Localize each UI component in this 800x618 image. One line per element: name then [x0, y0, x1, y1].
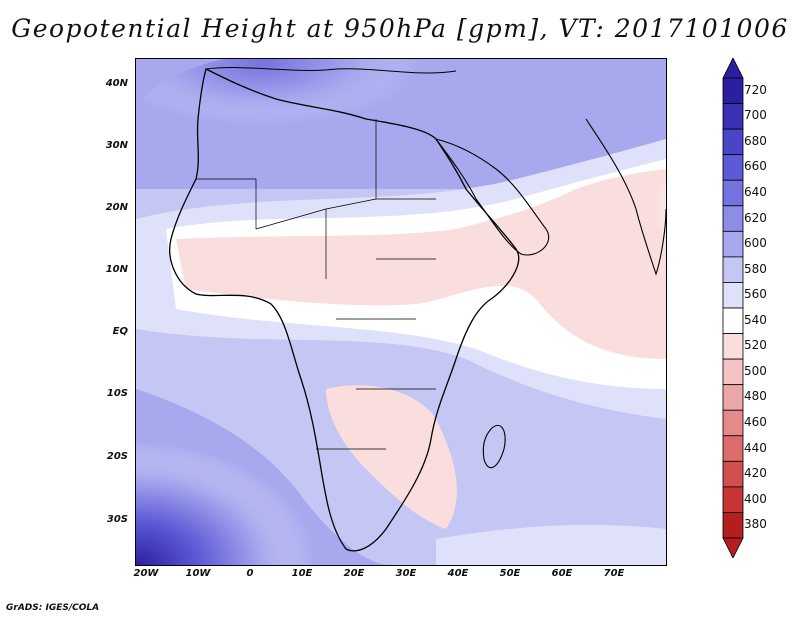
lon-label-20e: 20E	[343, 568, 365, 579]
colorbar	[722, 58, 744, 558]
lon-label-20w: 20W	[133, 568, 159, 579]
colorbar-swatch	[722, 230, 744, 258]
colorbar-top-cap	[722, 58, 744, 79]
colorbar-level-label: 540	[744, 312, 767, 327]
colorbar-swatch	[722, 486, 744, 513]
colorbar-level-label: 700	[744, 108, 767, 123]
lon-label-30e: 30E	[395, 568, 417, 579]
height-field-map	[136, 59, 666, 565]
lat-label-10s: 10S	[106, 388, 128, 399]
colorbar-swatch	[722, 358, 744, 386]
colorbar-level-label: 400	[744, 491, 767, 506]
colorbar-level-label: 440	[744, 440, 767, 455]
colorbar-swatch	[722, 307, 744, 334]
colorbar-level-label: 520	[744, 338, 767, 353]
colorbar-swatch	[722, 460, 744, 488]
lat-label-20s: 20S	[106, 451, 128, 462]
colorbar-swatch	[722, 154, 744, 181]
lon-label-50e: 50E	[499, 568, 521, 579]
india-coastline	[585, 118, 666, 276]
colorbar-swatch	[722, 435, 744, 462]
colorbar-swatch	[722, 409, 744, 437]
lon-label-10e: 10E	[291, 568, 313, 579]
colorbar-level-label: 600	[744, 236, 767, 251]
lat-label-30s: 30S	[106, 514, 128, 525]
colorbar-swatch	[722, 128, 744, 156]
lon-label-70e: 70E	[603, 568, 625, 579]
colorbar-level-label: 560	[744, 287, 767, 302]
lon-label-0: 0	[246, 568, 254, 579]
map-panel	[135, 58, 667, 566]
field-north-low	[136, 59, 496, 189]
europe-coastline	[205, 67, 457, 74]
colorbar-level-label: 640	[744, 185, 767, 199]
lon-label-60e: 60E	[551, 568, 573, 579]
field-india-low	[571, 149, 666, 329]
lat-label-30n: 30N	[105, 140, 128, 151]
colorbar-swatch	[722, 512, 744, 539]
colorbar-bottom-cap	[722, 537, 744, 558]
madagascar-coastline	[482, 424, 506, 469]
colorbar-level-label: 620	[744, 210, 767, 225]
colorbar-swatch	[722, 179, 744, 207]
credit-text: GrADS: IGES/COLA	[6, 603, 100, 613]
colorbar-swatch	[722, 384, 744, 411]
colorbar-level-label: 380	[744, 517, 767, 532]
colorbar-level-label: 580	[744, 261, 767, 276]
lat-label-40n: 40N	[105, 78, 128, 89]
field-south-east-band	[436, 524, 666, 565]
colorbar-level-label: 680	[744, 133, 767, 148]
colorbar-swatch	[722, 282, 744, 309]
lon-label-40e: 40E	[447, 568, 469, 579]
lat-label-20n: 20N	[105, 202, 128, 213]
field-southwest-high	[136, 359, 436, 565]
colorbar-level-label: 420	[744, 466, 767, 481]
colorbar-swatch	[722, 103, 744, 130]
plot-title: Geopotential Height at 950hPa [gpm], VT:…	[11, 14, 789, 43]
lat-label-eq: EQ	[112, 326, 128, 337]
colorbar-swatch	[722, 333, 744, 360]
colorbar-swatch	[722, 205, 744, 232]
lon-label-10w: 10W	[185, 568, 211, 579]
colorbar-level-label: 460	[744, 415, 767, 429]
colorbar-level-label: 720	[744, 82, 767, 97]
arabia-coastline	[434, 138, 549, 256]
colorbar-level-label: 480	[744, 389, 767, 404]
colorbar-level-label: 500	[744, 363, 767, 378]
colorbar-swatch	[722, 77, 744, 104]
colorbar-swatch	[722, 256, 744, 283]
lat-label-10n: 10N	[105, 264, 128, 275]
country-borders	[196, 119, 436, 450]
colorbar-level-label: 660	[744, 159, 767, 174]
field-520-band	[176, 169, 666, 359]
